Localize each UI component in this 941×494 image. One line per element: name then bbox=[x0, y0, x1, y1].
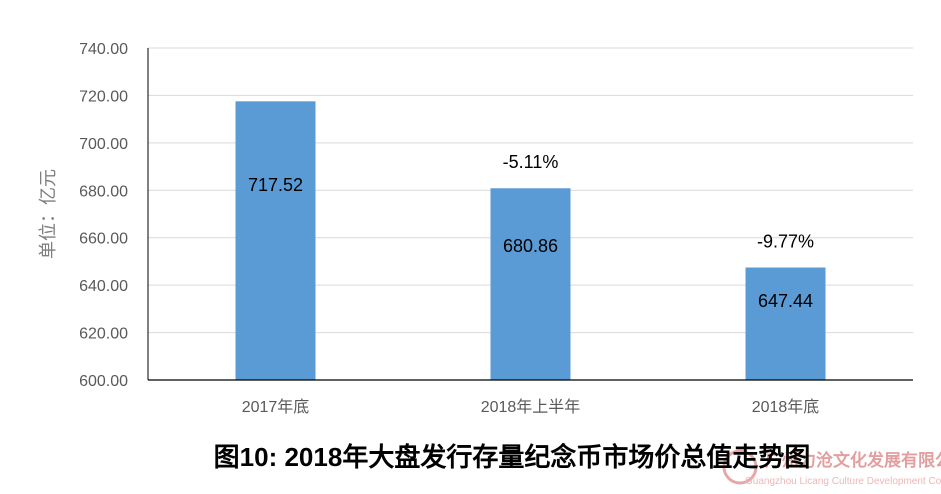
y-tick-label: 620.00 bbox=[79, 326, 128, 343]
y-axis-label: 单位：亿元 bbox=[38, 169, 58, 259]
y-tick-label: 720.00 bbox=[79, 88, 128, 105]
x-category-label: 2018年上半年 bbox=[481, 398, 581, 416]
change-label: -5.11% bbox=[503, 152, 559, 172]
x-category-label: 2018年底 bbox=[752, 398, 820, 416]
y-tick-label: 680.00 bbox=[79, 183, 128, 200]
chart-title: 图10: 2018年大盘发行存量纪念币市场价总值走势图 bbox=[214, 442, 811, 472]
bar bbox=[490, 188, 571, 380]
y-axis-ticks: 600.00 620.00 640.00 660.00 680.00 700.00 720.… bbox=[79, 41, 128, 390]
change-label: -9.77% bbox=[757, 231, 814, 251]
value-label: 647.44 bbox=[758, 291, 813, 311]
svg-text:Guangzhou Licang Culture Devel: Guangzhou Licang Culture Development Co.… bbox=[745, 476, 941, 487]
y-tick-label: 640.00 bbox=[79, 278, 128, 295]
bars: 717.52 680.86 -5.11% 647.44 -9.77% bbox=[235, 101, 826, 380]
y-tick-label: 600.00 bbox=[79, 373, 128, 390]
value-label: 680.86 bbox=[503, 236, 558, 256]
y-tick-label: 700.00 bbox=[79, 136, 128, 153]
svg-text:广州力沧文化发展有限公司: 广州力沧文化发展有限公司 bbox=[765, 450, 941, 470]
value-label: 717.52 bbox=[248, 175, 303, 195]
x-axis-categories: 2017年底 2018年上半年 2018年底 bbox=[242, 398, 820, 416]
watermark-logo: 广州力沧文化发展有限公司 Guangzhou Licang Culture De… bbox=[722, 449, 941, 487]
bar bbox=[235, 101, 316, 380]
bar bbox=[745, 267, 826, 380]
x-category-label: 2017年底 bbox=[242, 398, 310, 416]
y-tick-label: 660.00 bbox=[79, 231, 128, 248]
y-tick-label: 740.00 bbox=[79, 41, 128, 58]
